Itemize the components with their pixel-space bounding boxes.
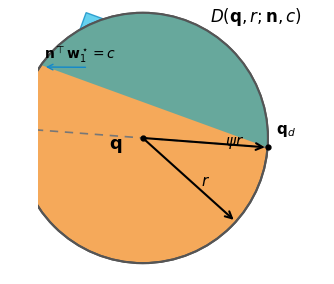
Text: $\psi r$: $\psi r$ xyxy=(225,134,244,151)
Text: $r$: $r$ xyxy=(201,174,210,189)
Text: $\mathbf{q}$: $\mathbf{q}$ xyxy=(109,137,123,155)
Polygon shape xyxy=(41,13,268,147)
Text: $\mathbf{q}_d$: $\mathbf{q}_d$ xyxy=(276,123,296,139)
Polygon shape xyxy=(64,13,247,132)
Text: $\mathbf{n}^\top \mathbf{w}_1^\star = c$: $\mathbf{n}^\top \mathbf{w}_1^\star = c$ xyxy=(44,45,116,65)
Text: $D(\mathbf{q},r;\mathbf{n},c)$: $D(\mathbf{q},r;\mathbf{n},c)$ xyxy=(210,6,302,28)
Circle shape xyxy=(18,13,268,263)
